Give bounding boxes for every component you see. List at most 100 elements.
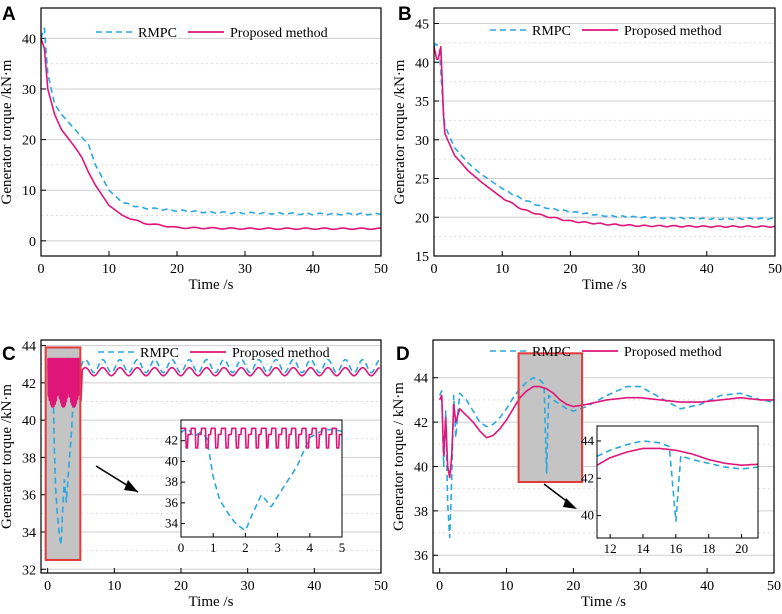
- y-tick-label: 40: [22, 414, 36, 429]
- inset-frame-bg: [596, 425, 759, 539]
- y-tick-label: 38: [414, 505, 428, 520]
- plot-frame: [433, 7, 776, 257]
- series-rmpc-line: [40, 27, 382, 216]
- zoom-region-box: [44, 346, 82, 561]
- legend-rmpc-label: RMPC: [532, 24, 571, 39]
- x-tick-label: 50: [767, 579, 781, 594]
- y-tick-label: 15: [415, 250, 429, 265]
- legend-proposed-label: Proposed method: [624, 24, 722, 39]
- inset-y-tick-label: 44: [581, 433, 595, 448]
- x-tick-label: 20: [566, 579, 580, 594]
- y-tick-label: 35: [415, 95, 429, 110]
- x-tick-label: 50: [768, 262, 782, 277]
- y-tick-label: 44: [414, 372, 428, 387]
- inset-x-tick-label: 1: [210, 540, 217, 555]
- y-axis-label: Generator torque /kN·m: [392, 59, 408, 204]
- legend-proposed-label: Proposed method: [230, 26, 328, 41]
- y-tick-label: 40: [414, 460, 428, 475]
- x-tick-label: 0: [44, 579, 51, 594]
- panel-b: B 15 20 25 30 35 40 45 0 10 20 30 40 50 Time /s Generat…: [392, 4, 782, 293]
- panel-label: B: [398, 4, 412, 25]
- y-tick-label: 36: [414, 549, 428, 564]
- inset-x-tick-label: 16: [669, 541, 683, 556]
- x-tick-label: 20: [174, 579, 188, 594]
- inset-y-tick-label: 34: [165, 516, 179, 531]
- series-rmpc-line: [433, 43, 776, 221]
- plot-frame: [40, 339, 382, 574]
- y-tick-label: 32: [22, 563, 36, 578]
- y-tick-label: 30: [22, 83, 36, 98]
- y-tick-label: 34: [22, 526, 36, 541]
- legend-rmpc-label: RMPC: [532, 345, 571, 360]
- zoom-region-box: [517, 352, 584, 484]
- x-tick-label: 40: [307, 579, 321, 594]
- inset-y-tick-label: 40: [581, 508, 594, 523]
- panel-a: A 0 10 20 30 40 0 10 20 30 40 50 Time /s Generator to…: [0, 4, 388, 293]
- inset-y-tick-label: 38: [165, 474, 178, 489]
- inset-chart: 40 42 44 12 14 16 18 20: [581, 425, 759, 556]
- y-tick-label: 0: [29, 235, 36, 250]
- x-axis-label: Time /s: [189, 594, 234, 610]
- panel-label: C: [2, 344, 16, 365]
- y-tick-label: 42: [414, 416, 428, 431]
- y-tick-label: 42: [22, 377, 36, 392]
- y-tick-label: 40: [415, 56, 429, 71]
- series-proposed-line: [40, 38, 381, 231]
- inset-y-tick-label: 42: [165, 433, 178, 448]
- series-proposed-line: [47, 357, 381, 408]
- y-tick-label: 36: [22, 489, 36, 504]
- x-tick-label: 10: [495, 262, 509, 277]
- inset-proposed-line: [180, 427, 343, 449]
- zoom-arrowhead: [563, 498, 577, 509]
- panel-d: D 36 38 40 42 44 0 10 20 30 40 50 Time /s Generator t…: [391, 339, 781, 610]
- inset-x-tick-label: 0: [178, 540, 185, 555]
- y-tick-label: 20: [415, 211, 429, 226]
- inset-proposed-line: [596, 447, 758, 466]
- x-axis-label: Time /s: [189, 277, 234, 293]
- inset-frame: [180, 419, 343, 538]
- y-tick-label: 25: [415, 173, 429, 188]
- inset-y-tick-label: 40: [165, 453, 178, 468]
- x-tick-label: 30: [632, 262, 646, 277]
- x-tick-label: 0: [431, 262, 438, 277]
- inset-y-tick-label: 36: [165, 495, 179, 510]
- inset-y-tick-label: 42: [581, 470, 594, 485]
- x-axis-label: Time /s: [581, 594, 626, 610]
- y-tick-label: 30: [415, 134, 429, 149]
- x-tick-label: 10: [107, 579, 121, 594]
- x-tick-label: 30: [238, 262, 252, 277]
- legend-proposed-label: Proposed method: [624, 345, 722, 360]
- x-tick-label: 40: [700, 579, 714, 594]
- inset-rmpc-line: [596, 440, 759, 522]
- x-tick-label: 50: [374, 579, 388, 594]
- panel-label: A: [2, 4, 16, 25]
- x-tick-label: 50: [374, 262, 388, 277]
- y-tick-label: 10: [22, 184, 36, 199]
- zoom-arrowhead: [124, 480, 138, 492]
- x-axis-label: Time /s: [582, 277, 627, 293]
- y-axis-label: Generator torque /kN·m: [0, 384, 15, 529]
- inset-x-tick-label: 5: [339, 540, 346, 555]
- x-tick-label: 10: [102, 262, 116, 277]
- x-tick-label: 40: [306, 262, 320, 277]
- y-axis-label: Generator torque / kN·m: [391, 382, 407, 531]
- inset-x-tick-label: 20: [735, 541, 748, 556]
- inset-x-tick-label: 12: [604, 541, 617, 556]
- x-tick-label: 20: [170, 262, 184, 277]
- zoom-region-fill: [518, 353, 583, 483]
- plot-frame: [40, 7, 382, 257]
- legend-rmpc-label: RMPC: [140, 346, 179, 361]
- x-tick-label: 10: [500, 579, 514, 594]
- inset-x-tick-label: 18: [702, 541, 715, 556]
- series-rmpc-line: [438, 376, 775, 539]
- series-proposed-line: [438, 385, 775, 479]
- x-tick-label: 0: [38, 262, 45, 277]
- x-tick-label: 0: [436, 579, 443, 594]
- y-tick-label: 20: [22, 134, 36, 149]
- y-tick-label: 40: [22, 32, 36, 47]
- inset-x-tick-label: 2: [242, 540, 249, 555]
- y-tick-label: 38: [22, 451, 36, 466]
